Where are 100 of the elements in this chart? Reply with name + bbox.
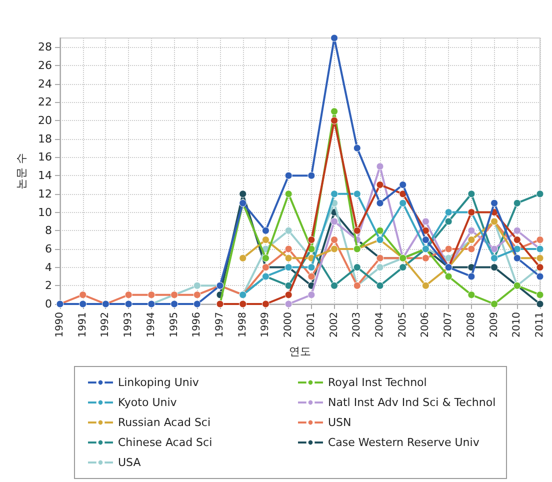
point xyxy=(308,236,316,244)
point xyxy=(536,272,544,280)
y-tick-label: 16 xyxy=(38,150,52,164)
point xyxy=(308,272,316,280)
point xyxy=(262,236,270,244)
point xyxy=(284,291,292,299)
point xyxy=(330,218,338,226)
point xyxy=(422,254,430,262)
point xyxy=(262,300,270,308)
point xyxy=(376,264,384,272)
point xyxy=(193,300,201,308)
point xyxy=(536,254,544,262)
y-tick-label: 8 xyxy=(45,224,52,238)
point xyxy=(376,226,384,234)
point xyxy=(536,291,544,299)
point xyxy=(536,236,544,244)
y-axis-title: 논문 수 xyxy=(15,152,28,190)
point xyxy=(376,282,384,290)
point xyxy=(193,291,201,299)
point xyxy=(284,282,292,290)
point xyxy=(468,190,476,198)
legend-label: Russian Acad Sci xyxy=(118,416,211,429)
point xyxy=(284,190,292,198)
point xyxy=(490,199,498,207)
x-tick-label: 2000 xyxy=(283,312,294,338)
point xyxy=(353,226,361,234)
point xyxy=(444,245,452,253)
point xyxy=(444,272,452,280)
point xyxy=(284,226,292,234)
y-tick-label: 24 xyxy=(38,77,52,90)
y-tick-label: 18 xyxy=(38,132,52,146)
x-tick-label: 2001 xyxy=(306,312,317,338)
x-tick-label: 2011 xyxy=(534,312,546,338)
point xyxy=(353,264,361,272)
point xyxy=(170,300,178,308)
point xyxy=(422,236,430,244)
x-tick-label: 1992 xyxy=(100,312,112,338)
legend-label: USA xyxy=(118,456,142,469)
x-tick-label: 1997 xyxy=(214,312,226,338)
x-tick-label: 1996 xyxy=(192,312,203,338)
y-tick-label: 12 xyxy=(38,187,52,200)
point xyxy=(308,172,316,180)
y-tick-label: 10 xyxy=(38,206,52,219)
point xyxy=(124,300,132,308)
x-axis-title: 연도 xyxy=(289,345,311,358)
y-tick-label: 2 xyxy=(45,279,52,292)
point xyxy=(284,245,292,253)
x-tick-label: 1993 xyxy=(123,312,134,338)
x-tick-label: 2003 xyxy=(352,312,363,338)
point xyxy=(399,190,407,198)
point xyxy=(468,272,476,280)
legend-label: Kyoto Univ xyxy=(118,396,178,409)
point xyxy=(536,190,544,198)
point xyxy=(284,254,292,262)
point xyxy=(444,218,452,226)
y-tick-label: 26 xyxy=(38,59,52,72)
legend-label: Linkoping Univ xyxy=(118,376,200,389)
x-tick-label: 1995 xyxy=(168,312,180,338)
point xyxy=(193,282,201,290)
point xyxy=(262,254,270,262)
x-tick-label: 1999 xyxy=(260,312,272,338)
point xyxy=(262,226,270,234)
point xyxy=(330,245,338,253)
point xyxy=(376,199,384,207)
point xyxy=(79,291,87,299)
y-tick-label: 20 xyxy=(38,114,52,128)
x-tick-label: 1994 xyxy=(146,312,157,338)
point xyxy=(468,226,476,234)
point xyxy=(330,108,338,116)
x-tick-label: 2002 xyxy=(328,312,340,338)
point xyxy=(79,300,87,308)
point xyxy=(399,199,407,207)
x-tick-label: 1998 xyxy=(237,312,248,338)
point xyxy=(239,300,247,308)
point xyxy=(513,199,521,207)
point xyxy=(330,282,338,290)
point xyxy=(422,282,430,290)
x-tick-label: 2008 xyxy=(466,312,477,338)
point xyxy=(468,245,476,253)
x-tick-label: 2005 xyxy=(397,312,408,338)
point xyxy=(353,144,361,152)
point xyxy=(284,300,292,308)
point xyxy=(444,208,452,216)
point xyxy=(468,291,476,299)
y-tick-label: 4 xyxy=(45,260,52,274)
x-tick-label: 2006 xyxy=(420,312,432,338)
point xyxy=(490,245,498,253)
x-tick-label: 2007 xyxy=(443,312,454,338)
legend-label: Chinese Acad Sci xyxy=(118,436,212,449)
point xyxy=(330,236,338,244)
point xyxy=(330,34,338,42)
point xyxy=(422,226,430,234)
point xyxy=(308,264,316,272)
legend-label: USN xyxy=(328,416,352,429)
legend-label: Royal Inst Technol xyxy=(328,376,427,389)
point xyxy=(148,291,156,299)
point xyxy=(308,291,316,299)
point xyxy=(239,254,247,262)
point xyxy=(422,218,430,226)
point xyxy=(376,181,384,189)
